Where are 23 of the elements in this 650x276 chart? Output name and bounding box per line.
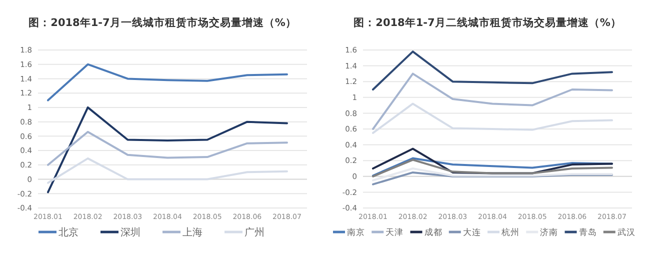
legend-label: 北京 (58, 226, 78, 238)
line-series (372, 72, 613, 130)
legend-label: 武汉 (617, 226, 636, 238)
line-series (372, 102, 613, 134)
legend-label: 深圳 (120, 226, 140, 238)
legend-label: 南京 (347, 226, 365, 238)
line-series (47, 106, 288, 194)
line-series (47, 157, 288, 184)
legend-label: 成都 (424, 226, 442, 238)
legend-label: 上海 (182, 226, 202, 238)
chart-title: 图：2018年1-7月二线城市租赁市场交易量增速（%） (354, 16, 622, 29)
chart-title: 图：2018年1-7月一线城市租赁市场交易量增速（%） (28, 16, 296, 29)
line-series (47, 63, 288, 102)
legend-label: 济南 (540, 226, 558, 238)
legend-label: 广州 (244, 226, 264, 238)
line-series (372, 171, 613, 186)
line-series (372, 168, 613, 182)
legend-label: 天津 (386, 226, 404, 238)
legend-label: 杭州 (500, 226, 520, 238)
legend-label: 大连 (462, 226, 481, 238)
line-series (372, 50, 613, 90)
legend-label: 青岛 (578, 226, 597, 238)
line-series (47, 130, 288, 166)
